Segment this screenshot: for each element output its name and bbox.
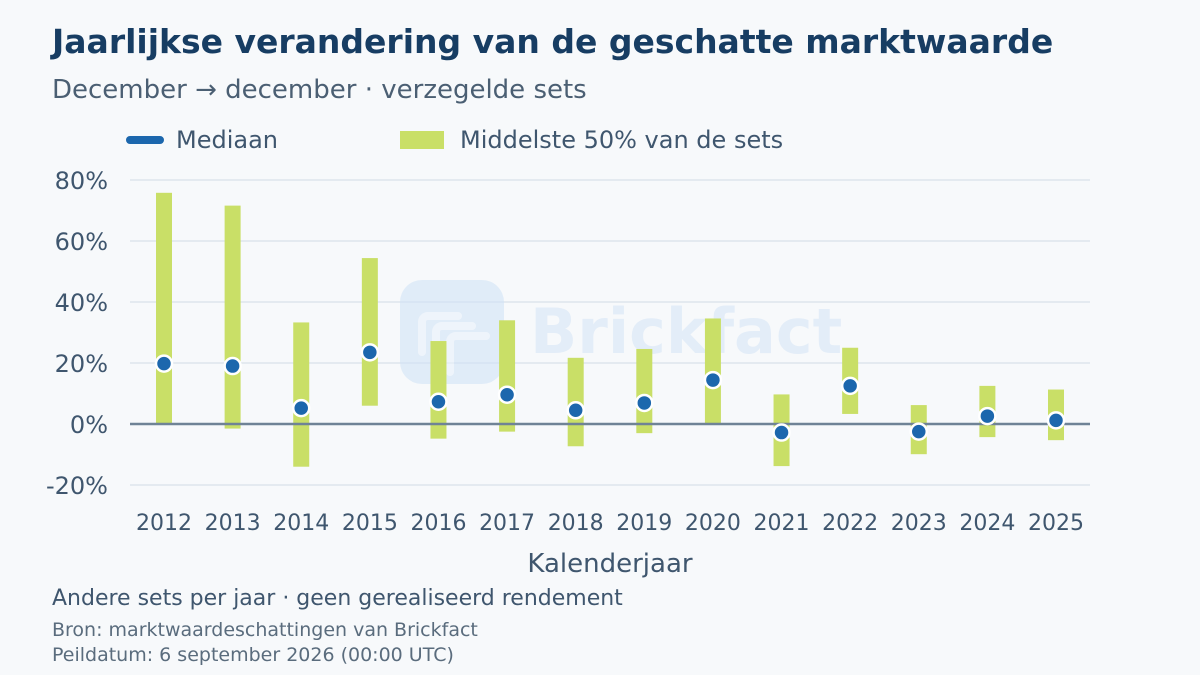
x-tick-label: 2021 xyxy=(754,511,810,536)
median-point xyxy=(497,385,517,404)
source-note: Bron: marktwaardeschattingen van Brickfa… xyxy=(52,619,478,641)
iqr-bar xyxy=(430,341,447,439)
y-tick-label: 0% xyxy=(70,411,108,439)
x-axis-label: Kalenderjaar xyxy=(527,549,693,579)
median-point xyxy=(635,393,654,413)
watermark-logo-icon xyxy=(418,312,490,376)
y-tick-label: 40% xyxy=(55,289,108,317)
y-tick-label: -20% xyxy=(46,472,108,500)
y-tick-label: 60% xyxy=(55,228,108,256)
watermark: Brickfact xyxy=(400,280,842,384)
iqr-bar xyxy=(361,258,378,406)
chart-title: Jaarlijkse verandering van de geschatte … xyxy=(52,22,1054,61)
median-points xyxy=(154,343,1066,442)
legend-item-median: Mediaan xyxy=(126,126,278,154)
x-tick-label: 2024 xyxy=(959,511,1015,536)
median-point xyxy=(360,343,380,362)
median-point xyxy=(566,401,585,420)
y-tick-label: 20% xyxy=(55,350,108,378)
median-point xyxy=(978,406,997,426)
legend-iqr-swatch xyxy=(400,131,444,149)
median-point xyxy=(703,370,723,390)
median-point xyxy=(909,422,929,441)
watermark-text: Brickfact xyxy=(530,295,842,368)
x-tick-label: 2012 xyxy=(136,511,192,536)
chart-subtitle: December → december · verzegelde sets xyxy=(52,75,587,105)
grid-lines xyxy=(130,179,1090,486)
median-point xyxy=(840,376,860,396)
y-tick-label: 80% xyxy=(55,167,108,195)
x-axis-ticks: 2012 2013 2014 2015 2016 2017 2018 2019 2020 2021… xyxy=(136,511,1084,536)
as-of-date: Peildatum: 6 september 2026 (00:00 UTC) xyxy=(52,644,454,666)
y-axis-ticks: -20% 0% 20% 40% 60% 80% xyxy=(46,167,108,500)
x-tick-label: 2017 xyxy=(479,511,535,536)
legend-median-swatch xyxy=(126,136,164,144)
iqr-bar xyxy=(636,348,653,434)
x-tick-label: 2022 xyxy=(822,511,878,536)
median-point xyxy=(154,354,174,373)
median-point xyxy=(223,356,242,376)
legend-item-iqr: Middelste 50% van de sets xyxy=(400,126,783,154)
legend-median-label: Mediaan xyxy=(176,126,278,154)
iqr-bar xyxy=(156,192,172,424)
x-tick-label: 2015 xyxy=(342,511,398,536)
x-tick-label: 2023 xyxy=(891,511,947,536)
footnote: Andere sets per jaar · geen gerealiseerd… xyxy=(52,586,623,611)
x-tick-label: 2018 xyxy=(548,511,604,536)
iqr-bar xyxy=(293,322,310,467)
x-tick-label: 2020 xyxy=(685,511,741,536)
watermark-logo-box xyxy=(400,280,504,384)
iqr-bar xyxy=(499,320,516,432)
x-tick-label: 2014 xyxy=(273,511,329,536)
median-point xyxy=(291,398,311,418)
x-tick-label: 2016 xyxy=(410,511,466,536)
iqr-bar xyxy=(224,205,241,429)
median-point xyxy=(1046,411,1066,430)
x-tick-label: 2019 xyxy=(616,511,672,536)
median-point xyxy=(772,423,791,442)
legend-iqr-label: Middelste 50% van de sets xyxy=(460,126,784,154)
median-point xyxy=(429,392,448,411)
x-tick-label: 2025 xyxy=(1028,511,1084,536)
x-tick-label: 2013 xyxy=(205,511,261,536)
